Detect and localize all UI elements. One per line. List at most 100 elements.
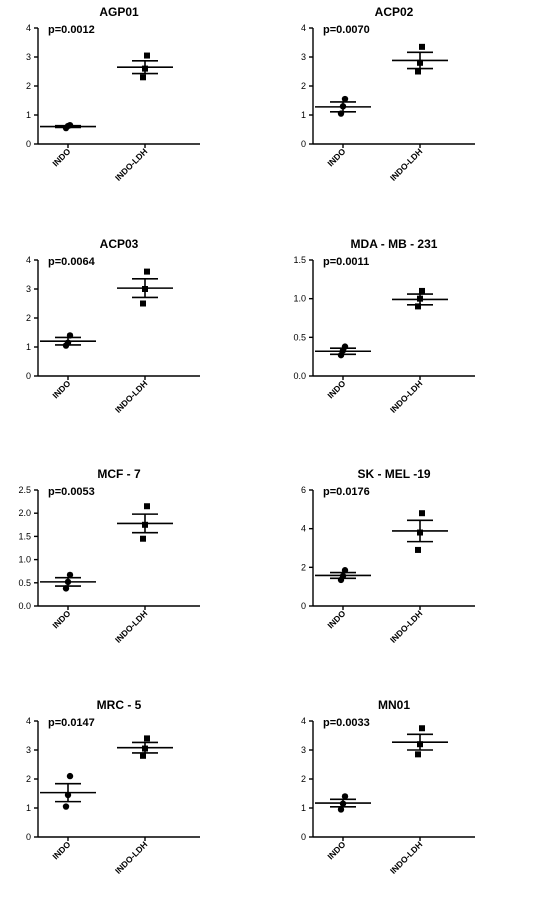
y-tick-label: 1.0 (293, 294, 306, 304)
y-tick-label: 0.5 (18, 578, 31, 588)
x-category-label: INDO-LDH (113, 839, 149, 875)
data-point-circle (66, 121, 74, 129)
data-point-circle (337, 806, 345, 813)
chart-panel: MCF - 7 p=0.0053 0.0 0.5 1.0 1.5 2.0 2.5 INDO IND… (0, 462, 275, 682)
y-tick-label: 1.0 (18, 555, 31, 565)
data-point-circle (64, 339, 72, 346)
data-point-square (419, 510, 425, 517)
x-category-label: INDO (325, 839, 347, 861)
data-point-square (144, 503, 150, 510)
data-point-circle (339, 103, 347, 110)
chart-title: ACP03 (100, 237, 139, 251)
p-value-annotation: p=0.0012 (48, 24, 95, 36)
x-category-label: INDO-LDH (388, 839, 424, 875)
chart-svg: MCF - 7p=0.0053 0.0 0.5 1.0 1.5 2.0 2.5 INDO IND… (18, 467, 200, 645)
x-category-label: INDO-LDH (388, 146, 424, 182)
y-tick-label: 4 (301, 524, 306, 534)
x-category-label: INDO-LDH (113, 146, 149, 182)
data-point-circle (339, 572, 347, 580)
data-point-circle (341, 343, 349, 350)
y-tick-label: 0 (301, 832, 306, 842)
y-tick-label: 3 (26, 745, 31, 755)
x-category-label: INDO (325, 608, 347, 630)
chart-svg: ACP03 p=0.0064 0 1 2 3 4 INDO INDO-LDH (26, 237, 200, 415)
y-tick-label: 1.5 (293, 255, 306, 265)
y-tick-label: 2.0 (18, 508, 31, 518)
chart-panel: AGP01 p=0.0012 0 1 2 3 4 INDO INDO-LDH (0, 0, 275, 220)
y-tick-label: 0 (26, 139, 31, 149)
data-point-square (419, 287, 425, 294)
chart-title: ACP02 (375, 5, 414, 19)
chart-svg: MDA - MB - 231 p=0.0011 0.0 0.5 1.0 1.5 INDO IN… (293, 237, 475, 415)
y-tick-label: 4 (26, 23, 31, 33)
data-point-square (142, 521, 148, 528)
y-tick-label: 1 (301, 110, 306, 120)
data-point-square (142, 286, 148, 292)
y-tick-label: 2 (301, 774, 306, 784)
p-value-annotation: p=0.0033 (323, 717, 370, 729)
data-point-square (415, 546, 421, 553)
data-point-square (142, 745, 148, 752)
y-tick-label: 2 (301, 562, 306, 572)
y-tick-label: 1 (26, 110, 31, 120)
x-category-label: INDO-LDH (388, 608, 424, 644)
chart-panel: SK - MEL -19 p=0.0176 0 2 4 6 INDO INDO-LDH (275, 462, 550, 682)
figure-grid: AGP01 p=0.0012 0 1 2 3 4 INDO INDO-LDH ACP02 p=0.0… (0, 0, 550, 876)
data-point-square (415, 68, 421, 75)
p-value-annotation: p=0.0064 (48, 256, 96, 268)
x-category-label: INDO-LDH (388, 378, 424, 414)
y-tick-label: 4 (26, 716, 31, 726)
y-tick-label: 0.0 (18, 601, 31, 611)
y-tick-label: 2 (26, 774, 31, 784)
chart-panel: MRC - 5 p=0.0147 0 1 2 3 4 INDO INDO-LDH (0, 693, 275, 913)
data-point-circle (66, 332, 74, 339)
data-point-circle (339, 800, 347, 807)
y-tick-label: 6 (301, 485, 306, 495)
data-point-circle (341, 95, 349, 103)
chart-svg: MRC - 5p=0.0147 0 1 2 3 4 INDO INDO-LDH (26, 698, 200, 876)
data-point-square (142, 65, 148, 72)
data-point-square (419, 725, 425, 732)
chart-title: MN01 (378, 698, 410, 712)
chart-panel: ACP03 p=0.0064 0 1 2 3 4 INDO INDO-LDH (0, 232, 275, 452)
x-category-label: INDO (325, 378, 347, 400)
p-value-annotation: p=0.0053 (48, 486, 95, 498)
y-tick-label: 3 (26, 284, 31, 294)
y-tick-label: 0 (26, 832, 31, 842)
y-tick-label: 3 (301, 745, 306, 755)
data-point-square (417, 741, 423, 748)
data-point-square (140, 300, 146, 307)
data-point-circle (62, 803, 70, 810)
data-point-square (140, 752, 146, 759)
y-tick-label: 1 (301, 803, 306, 813)
data-point-square (417, 59, 423, 66)
chart-svg: ACP02 p=0.0070 0 1 2 3 4 INDO INDO-LDH (301, 5, 475, 183)
p-value-annotation: p=0.0176 (323, 486, 370, 498)
data-point-circle (64, 791, 72, 799)
chart-svg: SK - MEL -19 p=0.0176 0 2 4 6 INDO INDO-LDH (301, 467, 475, 645)
chart-title: MRC - 5 (97, 698, 142, 712)
data-point-circle (64, 578, 72, 586)
y-tick-label: 1 (26, 342, 31, 352)
data-point-square (415, 303, 421, 310)
y-tick-label: 4 (26, 255, 31, 265)
x-category-label: INDO (50, 839, 72, 861)
y-tick-label: 2 (26, 81, 31, 91)
data-point-circle (66, 571, 74, 579)
chart-panel: MDA - MB - 231 p=0.0011 0.0 0.5 1.0 1.5 INDO IN… (275, 232, 550, 452)
y-tick-label: 1 (26, 803, 31, 813)
data-point-square (415, 751, 421, 758)
p-value-annotation: p=0.0070 (323, 24, 370, 36)
data-point-circle (66, 772, 74, 780)
y-tick-label: 1.5 (18, 531, 31, 541)
data-point-circle (337, 110, 345, 117)
y-tick-label: 0.0 (293, 371, 306, 381)
chart-panel: MN01 p=0.0033 0 1 2 3 4 INDO INDO-LDH (275, 693, 550, 913)
p-value-annotation: p=0.0011 (323, 256, 369, 268)
data-point-square (417, 529, 423, 536)
y-tick-label: 0 (26, 371, 31, 381)
data-point-square (144, 735, 150, 742)
y-tick-label: 4 (301, 23, 306, 33)
x-category-label: INDO-LDH (113, 608, 149, 644)
data-point-circle (62, 585, 70, 592)
